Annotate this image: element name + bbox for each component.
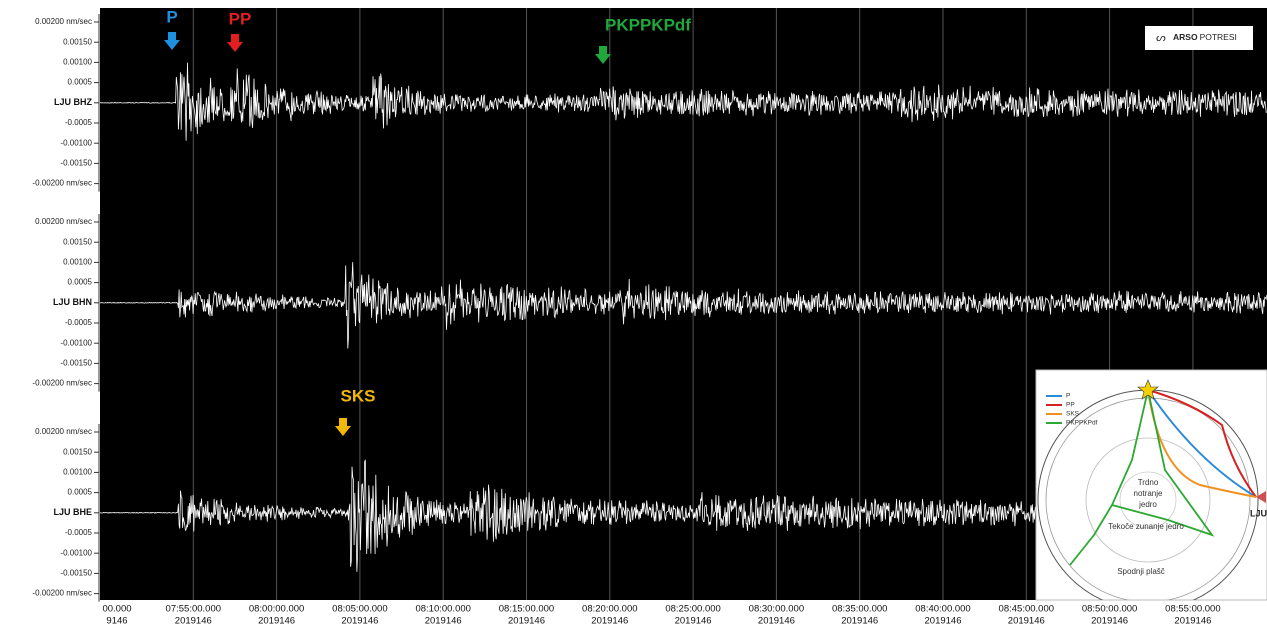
date-label: 2019146 (841, 616, 878, 627)
station-label: LJU (1250, 508, 1267, 518)
time-label: 08:55:00.000 (1165, 604, 1220, 615)
time-label: 08:45:00.000 (999, 604, 1054, 615)
y-tick-label: 0.00100 (63, 258, 92, 267)
y-tick-label: -0.00200 nm/sec (32, 179, 92, 188)
legend-label: P (1066, 393, 1070, 400)
legend-label: PKPPKPdf (1066, 420, 1098, 427)
inner-core-label: Trdno (1138, 478, 1159, 487)
date-label: 2019146 (1091, 616, 1128, 627)
y-tick-label: -0.00200 nm/sec (32, 589, 92, 598)
date-label: 2019146 (1174, 616, 1211, 627)
date-label: 2019146 (1008, 616, 1045, 627)
phase-label: PKPPKPdf (605, 15, 691, 34)
legend-label: PP (1066, 402, 1075, 409)
y-tick-label: -0.0005 (65, 528, 93, 537)
y-tick-label: -0.00100 (60, 548, 92, 557)
time-label: 08:25:00.000 (665, 604, 720, 615)
logo-word: POTRESI (1200, 32, 1237, 42)
seismogram-screenshot: 00.000914607:55:00.000201914608:00:00.00… (0, 0, 1267, 629)
date-label: 9146 (106, 616, 127, 627)
channel-label: LJU BHZ (54, 97, 93, 107)
date-label: 2019146 (591, 616, 628, 627)
date-label: 2019146 (425, 616, 462, 627)
date-label: 2019146 (758, 616, 795, 627)
date-label: 2019146 (175, 616, 212, 627)
y-tick-label: 0.0005 (68, 278, 93, 287)
time-label: 07:55:00.000 (166, 604, 221, 615)
y-tick-label: -0.00150 (60, 569, 92, 578)
channel-label: LJU BHE (53, 507, 92, 517)
inner-core-label: jedro (1138, 500, 1157, 509)
channel-label: LJU BHN (53, 297, 92, 307)
date-label: 2019146 (925, 616, 962, 627)
date-label: 2019146 (675, 616, 712, 627)
time-label: 08:10:00.000 (415, 604, 470, 615)
date-label: 2019146 (258, 616, 295, 627)
mantle-label: Spodnji plašč (1117, 567, 1165, 576)
time-label: 08:50:00.000 (1082, 604, 1137, 615)
y-tick-label: 0.00100 (63, 468, 92, 477)
date-label: 2019146 (508, 616, 545, 627)
y-tick-label: -0.00100 (60, 138, 92, 147)
logo-icon: ᔕ (1156, 32, 1166, 44)
y-tick-label: -0.00150 (60, 359, 92, 368)
inner-core-label: notranje (1134, 489, 1163, 498)
y-tick-label: 0.00150 (63, 447, 92, 456)
y-tick-label: -0.00150 (60, 159, 92, 168)
y-tick-label: -0.0005 (65, 118, 93, 127)
legend-label: SKS (1066, 411, 1080, 418)
y-tick-label: -0.00100 (60, 338, 92, 347)
y-tick-label: -0.00200 nm/sec (32, 379, 92, 388)
phase-label: PP (229, 9, 252, 28)
time-label: 08:35:00.000 (832, 604, 887, 615)
y-tick-label: 0.00150 (63, 37, 92, 46)
outer-core-label: Tekoče zunanje jedro (1108, 522, 1184, 531)
phase-label: P (166, 7, 177, 26)
y-tick-label: 0.0005 (68, 78, 93, 87)
time-label: 00.000 (102, 604, 131, 615)
time-label: 08:05:00.000 (332, 604, 387, 615)
y-tick-label: 0.00150 (63, 237, 92, 246)
y-tick-label: 0.0005 (68, 488, 93, 497)
phase-label: SKS (341, 386, 376, 405)
y-tick-label: 0.00200 nm/sec (35, 217, 92, 226)
time-label: 08:00:00.000 (249, 604, 304, 615)
y-tick-label: 0.00100 (63, 58, 92, 67)
y-tick-label: 0.00200 nm/sec (35, 427, 92, 436)
y-tick-label: 0.00200 nm/sec (35, 17, 92, 26)
date-label: 2019146 (341, 616, 378, 627)
time-label: 08:30:00.000 (749, 604, 804, 615)
logo-brand: ARSO (1173, 32, 1198, 42)
y-tick-label: -0.0005 (65, 318, 93, 327)
time-label: 08:40:00.000 (915, 604, 970, 615)
time-label: 08:20:00.000 (582, 604, 637, 615)
time-label: 08:15:00.000 (499, 604, 554, 615)
